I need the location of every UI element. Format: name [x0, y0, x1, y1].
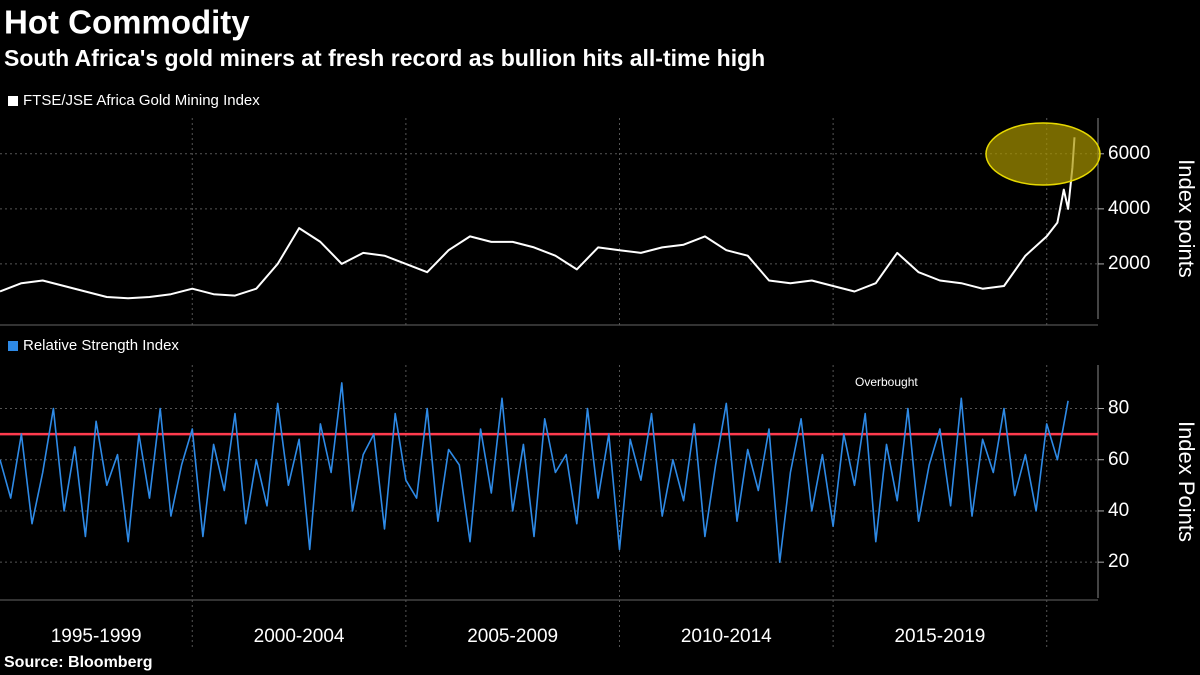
y-axis-label: Index Points — [1174, 421, 1199, 542]
series-line — [0, 382, 1069, 563]
annotation: Overbought — [855, 375, 918, 389]
y-tick-label: 6000 — [1108, 143, 1150, 164]
legend-swatch — [8, 96, 18, 106]
chart-title: Hot Commodity — [4, 4, 250, 41]
x-period-label: 2010-2014 — [681, 626, 772, 647]
y-tick-label: 20 — [1108, 551, 1129, 572]
y-tick-label: 2000 — [1108, 253, 1150, 274]
x-period-label: 2015-2019 — [894, 626, 985, 647]
x-period-label: 2000-2004 — [254, 626, 345, 647]
plots: 2000 4000 6000 Index points FTSE/JSE Africa … — [0, 92, 1199, 650]
legend-swatch — [8, 341, 18, 351]
source: Source: Bloomberg — [4, 654, 152, 671]
highlight-ellipse — [985, 122, 1101, 186]
chart-subtitle: South Africa's gold miners at fresh reco… — [4, 45, 765, 71]
x-period-label: 2005-2009 — [467, 626, 558, 647]
y-tick-label: 4000 — [1108, 198, 1150, 219]
y-axis-label: Index points — [1174, 159, 1199, 278]
x-period-label: 1995-1999 — [51, 626, 142, 647]
y-tick-label: 40 — [1108, 500, 1129, 521]
series-line — [0, 137, 1076, 300]
y-tick-label: 80 — [1108, 398, 1129, 419]
y-tick-label: 60 — [1108, 449, 1129, 470]
legend-label: FTSE/JSE Africa Gold Mining Index — [23, 92, 260, 109]
legend-label: Relative Strength Index — [23, 337, 179, 354]
